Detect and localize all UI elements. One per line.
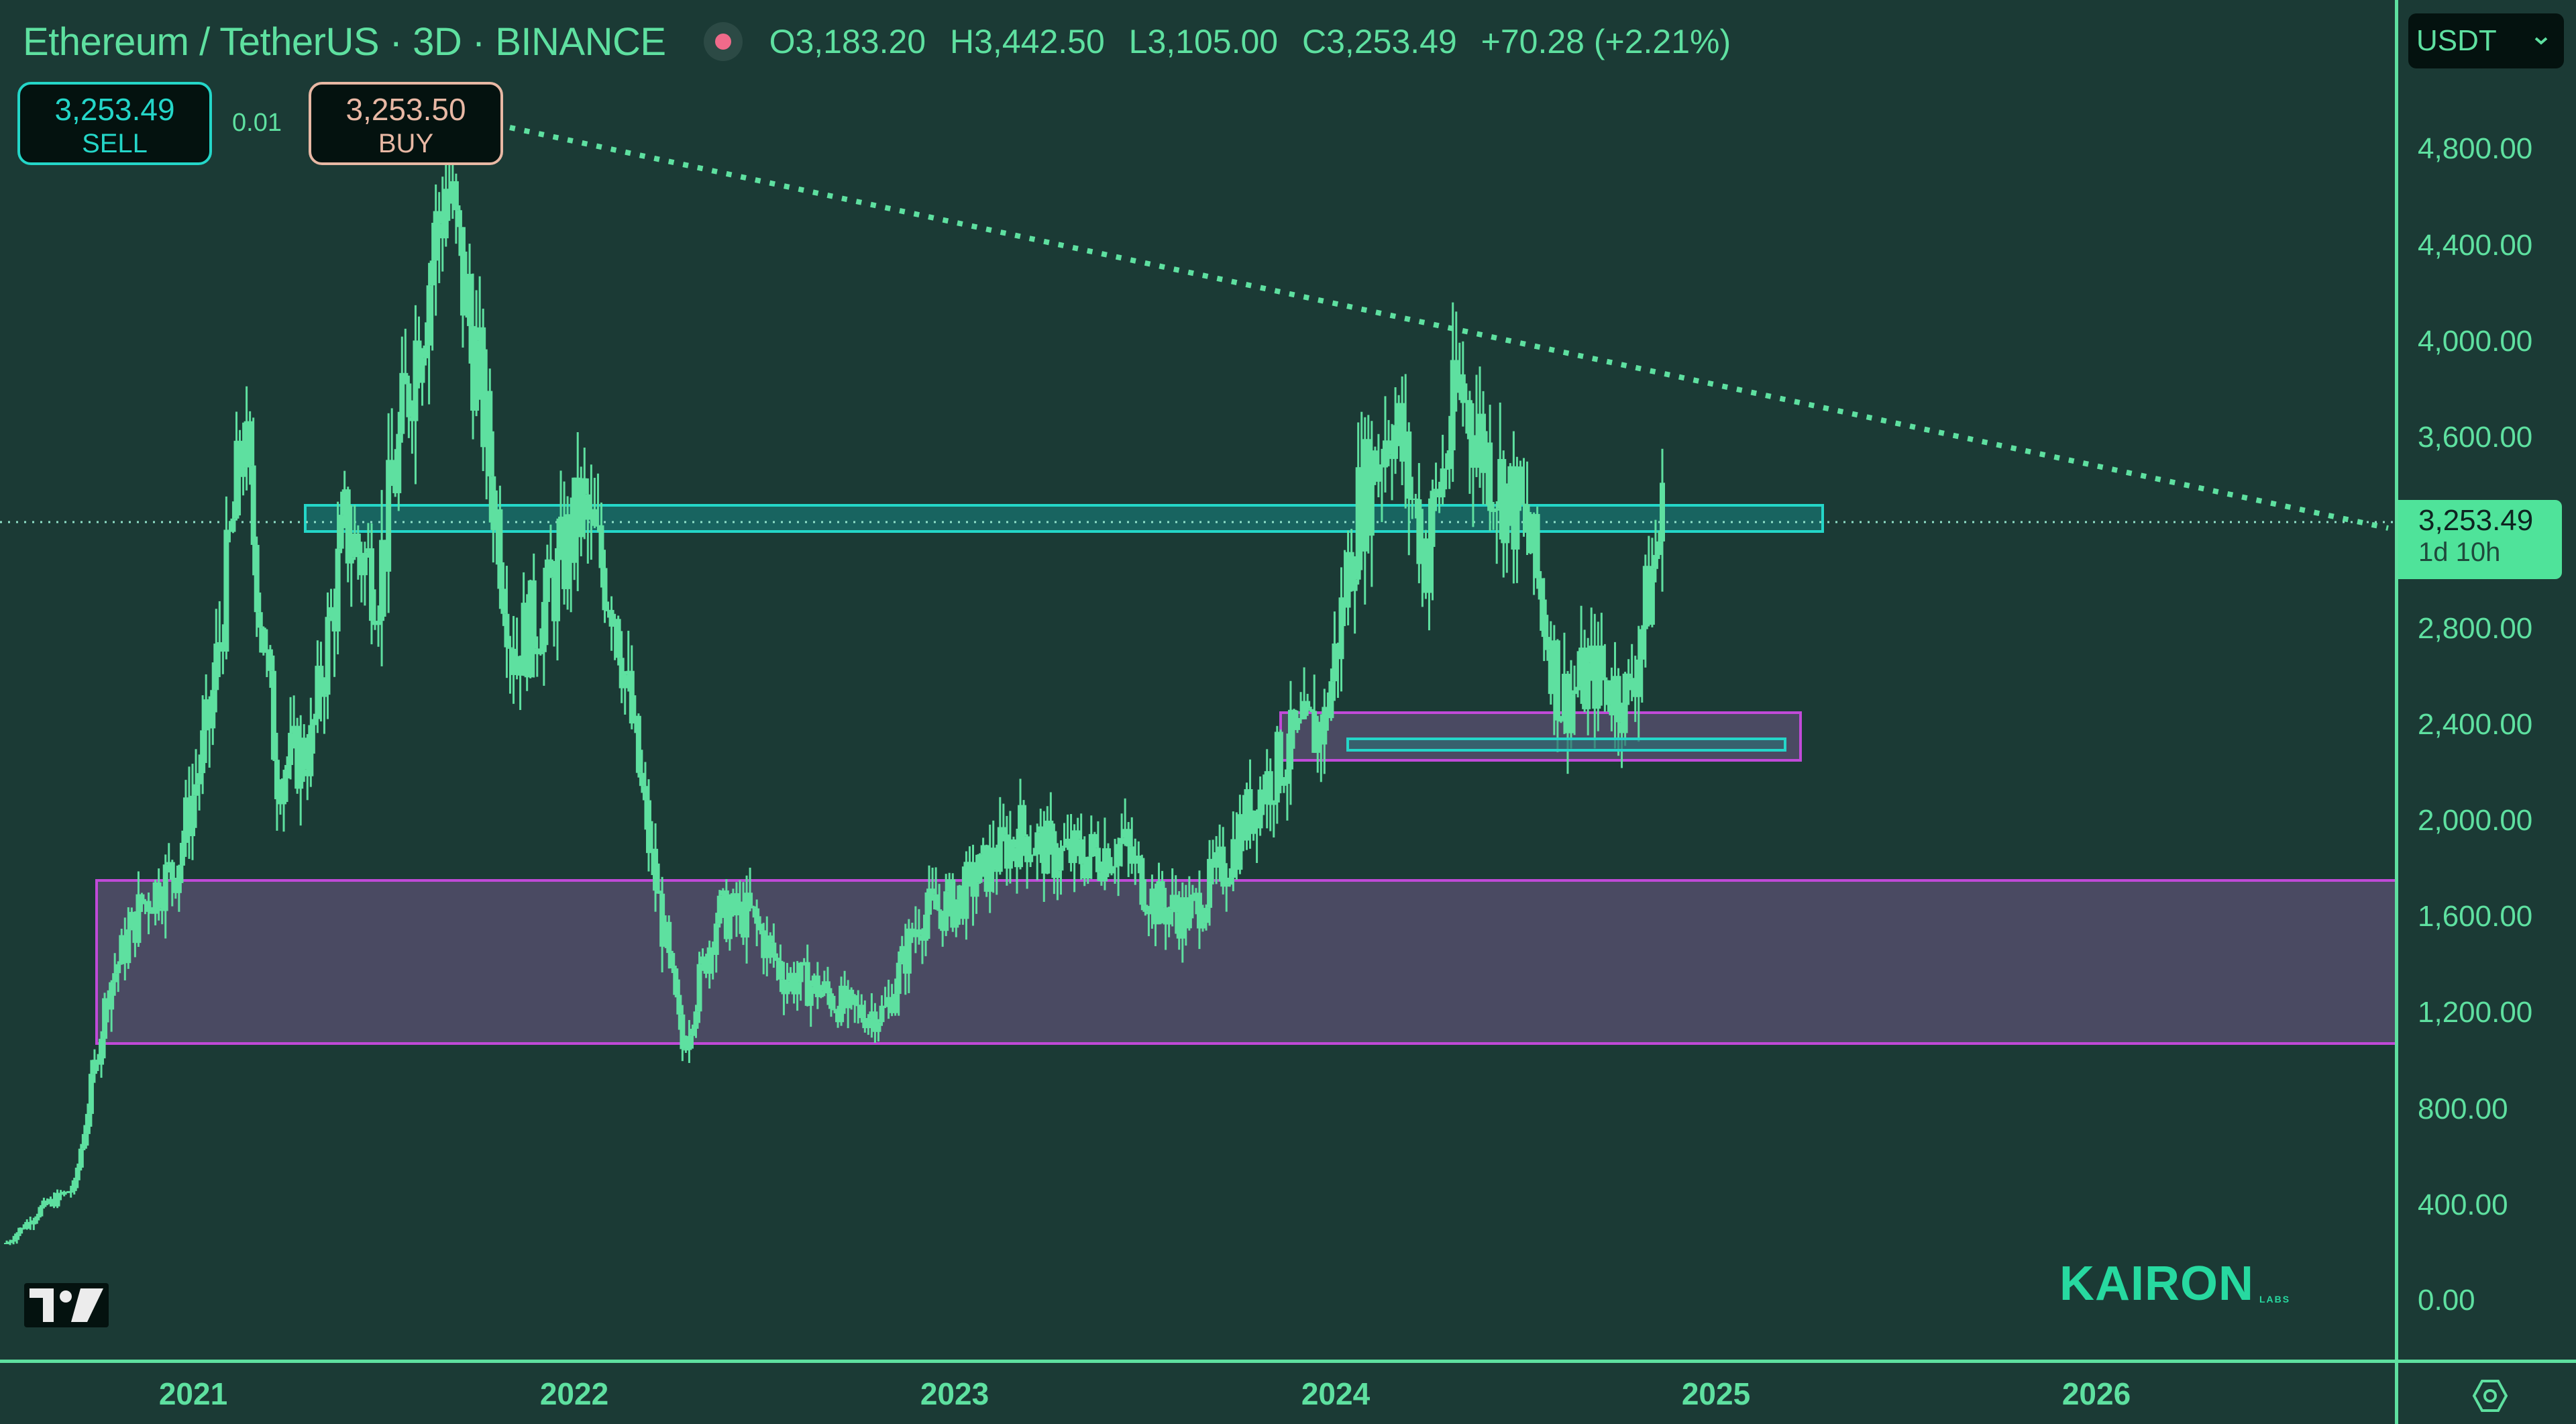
symbol-title[interactable]: Ethereum / TetherUS · 3D · BINANCE [23,19,666,64]
buy-price: 3,253.50 [345,92,466,127]
resistance-zone[interactable] [304,504,1824,533]
price-tick: 4,400.00 [2418,229,2533,262]
buy-button[interactable]: 3,253.50 BUY [309,82,503,165]
live-dot-icon [714,34,731,50]
bar-countdown: 1d 10h [2418,538,2501,567]
price-tick: 1,600.00 [2418,900,2533,933]
year-label: 2026 [2061,1376,2131,1411]
last-price-value: 3,253.49 [2418,504,2534,537]
price-tick: 3,600.00 [2418,421,2533,454]
chevron-down-icon [2534,37,2548,45]
ohlc-change: +70.28 (+2.21%) [1481,23,1731,60]
ohlc-open: O3,183.20 [769,23,926,60]
currency-label: USDT [2416,24,2497,57]
year-label: 2025 [1681,1376,1751,1411]
watermark-name: KAIRON [2059,1257,2254,1311]
settings-hexagon-icon[interactable] [2471,1377,2509,1415]
price-tick: 4,000.00 [2418,325,2533,358]
watermark-sub: LABS [2259,1294,2291,1305]
year-label: 2024 [1301,1376,1371,1411]
price-tick: 2,800.00 [2418,612,2533,645]
sell-price: 3,253.49 [54,92,175,127]
year-label: 2022 [539,1376,609,1411]
candle-series [4,121,1665,1245]
ohlc-high: H3,442.50 [950,23,1105,60]
spread-value: 0.01 [232,109,282,137]
inner-support-zone[interactable] [1346,738,1786,752]
price-chart[interactable] [0,0,2395,1360]
last-price-label: 3,253.49 1d 10h [2398,500,2562,579]
market-status-indicator[interactable] [703,22,743,61]
buy-label: BUY [378,129,434,158]
price-tick: 0.00 [2418,1284,2475,1317]
support-zone[interactable] [1279,711,1802,762]
price-tick: 4,800.00 [2418,132,2533,165]
ohlc-low: L3,105.00 [1128,23,1279,60]
ohlc-legend: O3,183.20 H3,442.50 L3,105.00 C3,253.49 … [769,22,1746,61]
year-label: 2021 [158,1376,228,1411]
price-axis-border [2395,0,2398,1424]
currency-dropdown[interactable]: USDT [2408,13,2564,68]
price-tick: 2,400.00 [2418,708,2533,741]
year-label: 2023 [920,1376,989,1411]
price-tick: 1,200.00 [2418,996,2533,1029]
price-tick: 2,000.00 [2418,804,2533,837]
time-axis-border [0,1360,2576,1363]
sell-button[interactable]: 3,253.49 SELL [17,82,212,165]
price-tick: 400.00 [2418,1188,2508,1221]
ohlc-close: C3,253.49 [1302,23,1457,60]
descending-trendline[interactable] [509,125,2389,531]
price-tick: 800.00 [2418,1092,2508,1125]
demand-zone-large[interactable] [95,879,2395,1045]
kairon-watermark: KAIRON LABS [2059,1256,2290,1311]
chart-header: Ethereum / TetherUS · 3D · BINANCE O3,18… [23,15,1746,68]
tradingview-logo-icon[interactable] [24,1282,109,1329]
sell-label: SELL [82,129,148,158]
